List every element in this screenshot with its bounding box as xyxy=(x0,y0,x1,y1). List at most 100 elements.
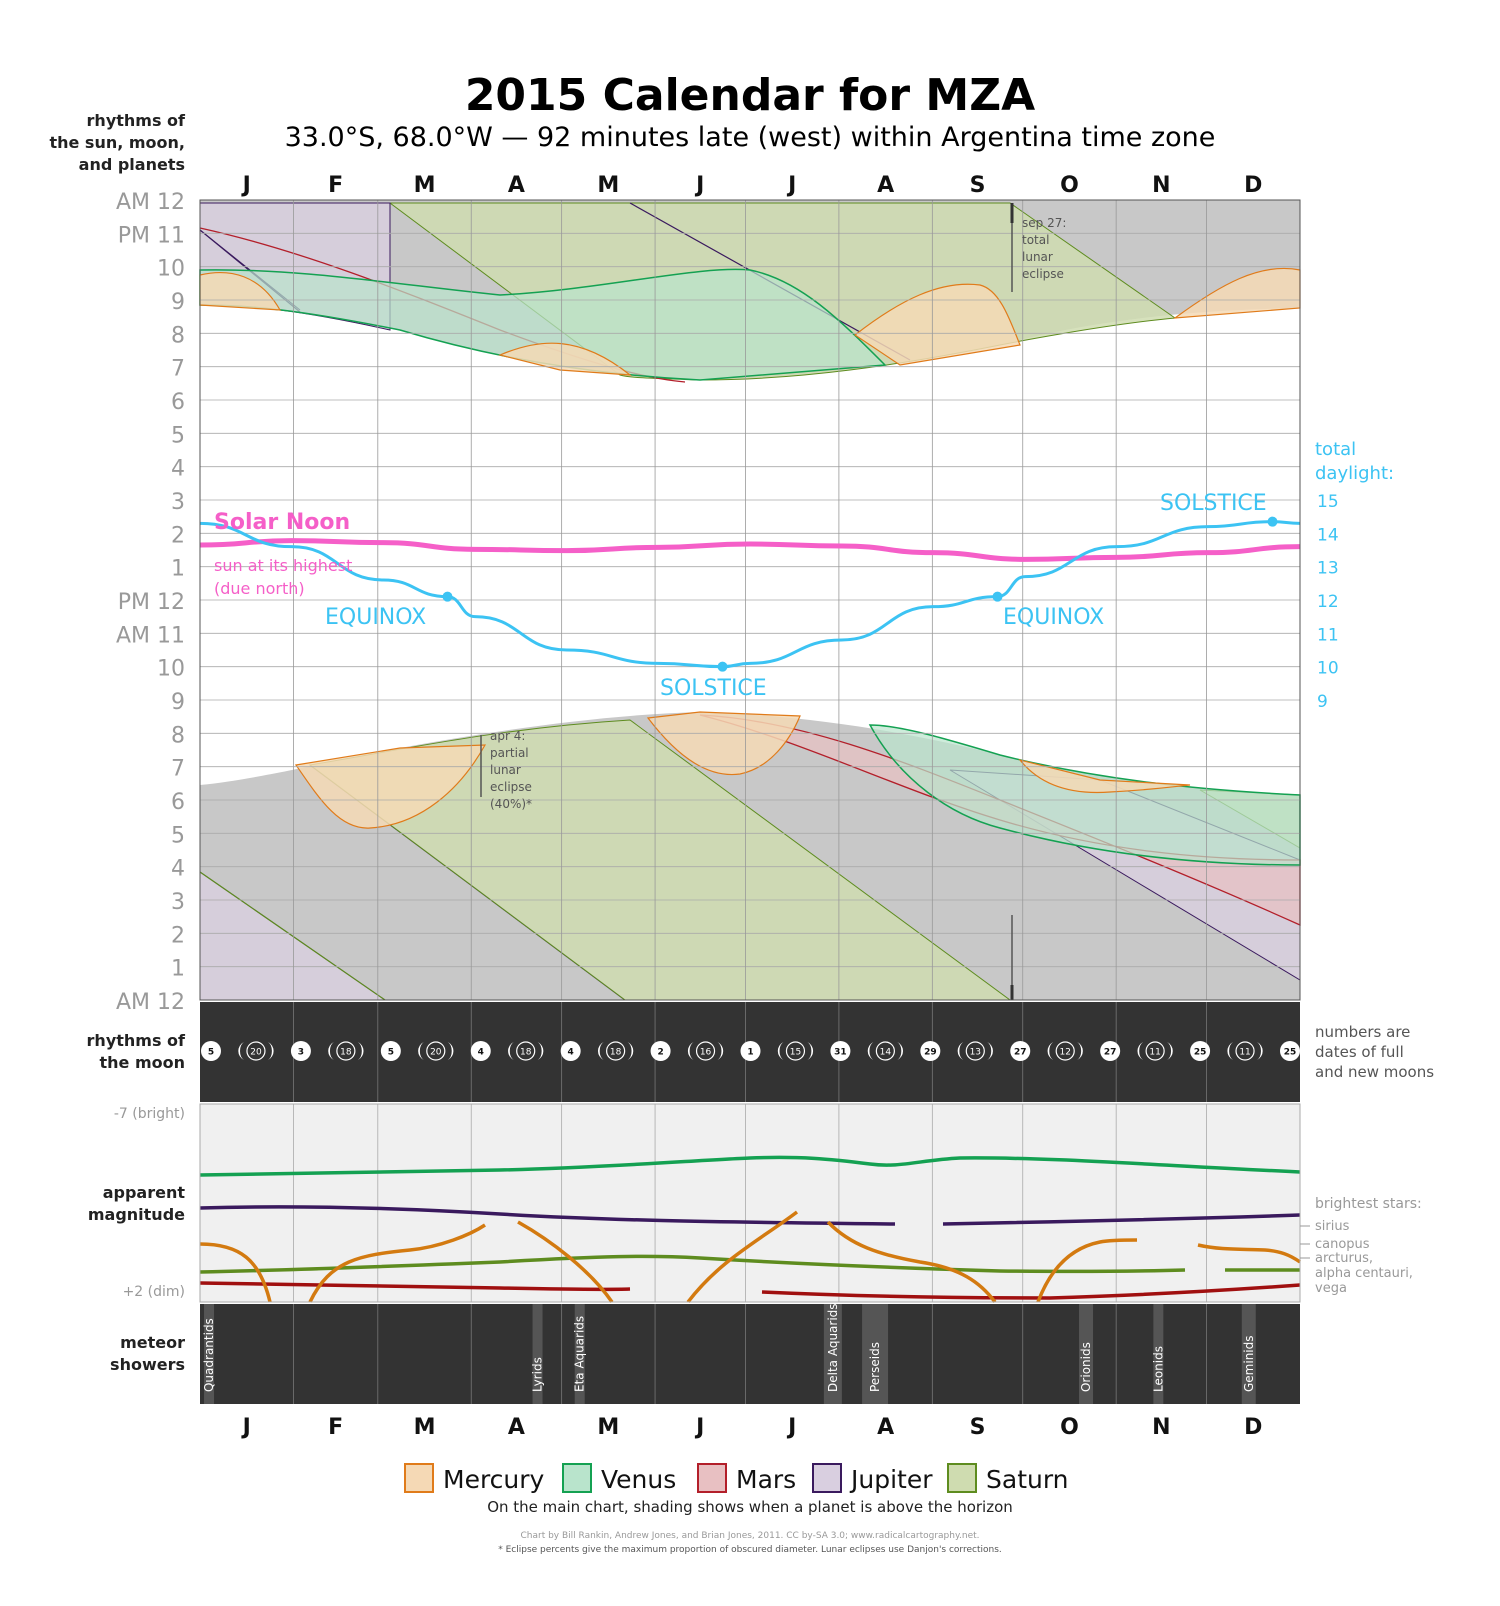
left-label-main: rhythms of the sun, moon, and planets xyxy=(49,111,186,174)
moon-note-line: numbers are xyxy=(1315,1023,1410,1041)
full-moon-icon xyxy=(650,1041,671,1061)
month-label-bottom: A xyxy=(508,1415,525,1440)
month-label-bottom: M xyxy=(414,1415,436,1440)
equinox-label-march: EQUINOX xyxy=(325,605,426,630)
new-moon-icon xyxy=(965,1041,985,1061)
legend-item: Venus xyxy=(562,1463,676,1494)
month-label-top: N xyxy=(1152,173,1170,198)
magnitude-panel: -7 (bright) +2 (dim) brightest stars: si… xyxy=(114,1103,1422,1304)
eclipse-label-line: (40%)* xyxy=(490,797,532,811)
star-name: sirius xyxy=(1315,1219,1350,1234)
mercury-magnitude-line-2 xyxy=(308,1223,486,1303)
left-label-magnitude-line: magnitude xyxy=(88,1205,185,1224)
crescent-icon xyxy=(1137,1042,1144,1060)
moon-date: 5 xyxy=(388,1048,394,1058)
month-label-bottom: J xyxy=(241,1415,251,1440)
full-moon: 27 xyxy=(1010,1041,1031,1061)
moon-date: 25 xyxy=(1194,1048,1207,1058)
moon-date: 20 xyxy=(430,1048,442,1058)
moon-date: 15 xyxy=(790,1048,801,1058)
left-label-magnitude: apparent magnitude xyxy=(88,1183,185,1224)
crescent-icon xyxy=(957,1042,964,1060)
daylight-marker xyxy=(442,591,453,602)
legend: Mercury Venus Mars Jupiter Saturn xyxy=(404,1463,1069,1494)
daylight-tick: 9 xyxy=(1317,692,1328,712)
full-moon: 4 xyxy=(560,1041,581,1061)
daylight-axis: total daylight: 15 14 13 12 11 10 9 xyxy=(1315,439,1394,712)
crescent-icon xyxy=(807,1042,814,1060)
crescent-icon xyxy=(1167,1042,1173,1060)
series-layer xyxy=(199,516,1301,672)
meteor-panel-background xyxy=(200,1304,1300,1404)
new-moon: 12 xyxy=(1047,1041,1083,1061)
daylight-header-line: daylight: xyxy=(1315,463,1394,484)
mercury-magnitude-line-5 xyxy=(826,1220,997,1304)
crescent-icon xyxy=(897,1042,904,1060)
new-moon: 18 xyxy=(597,1041,634,1061)
crescent-icon xyxy=(537,1042,544,1060)
eclipse-label-line: lunar xyxy=(1022,250,1053,264)
daylight-line xyxy=(199,520,1301,669)
daylight-ticks: 15 14 13 12 11 10 9 xyxy=(1317,492,1339,712)
daylight-tick: 14 xyxy=(1317,525,1339,545)
month-label-bottom: O xyxy=(1060,1415,1079,1440)
full-moon: 2 xyxy=(650,1041,671,1061)
new-moon-icon xyxy=(606,1041,626,1061)
mercury-magnitude-line-7 xyxy=(1197,1243,1302,1264)
hour-label: 9 xyxy=(171,290,185,315)
crescent-icon xyxy=(867,1042,874,1060)
legend-swatch xyxy=(562,1463,592,1493)
full-moon: 25 xyxy=(1190,1041,1211,1061)
month-label-top: O xyxy=(1060,173,1079,198)
daylight-marker xyxy=(992,591,1003,602)
month-label-top: J xyxy=(786,173,796,198)
full-moon-icon xyxy=(1010,1041,1031,1061)
full-moon-icon xyxy=(560,1041,581,1061)
moon-panel: 5 20 3 18 5 20 4 18 4 18 2 16 1 15 31 14 29 13 27 12 27 11 25 1… xyxy=(200,1002,1434,1102)
crescent-icon xyxy=(1257,1042,1263,1060)
new-moon-icon xyxy=(875,1041,895,1061)
jupiter-magnitude-line xyxy=(199,1205,896,1226)
magnitude-grid xyxy=(293,1104,1207,1302)
magnitude-bottom-label: +2 (dim) xyxy=(123,1284,185,1300)
new-moon-icon xyxy=(336,1041,356,1061)
left-label-meteor: meteor showers xyxy=(110,1333,185,1374)
daylight-tick: 13 xyxy=(1317,559,1339,579)
eclipse-label-line: total xyxy=(1022,233,1049,247)
crescent-icon xyxy=(1077,1042,1083,1060)
month-label-bottom: J xyxy=(694,1415,704,1440)
full-moon-icon xyxy=(740,1041,761,1061)
full-moon-icon xyxy=(1100,1041,1121,1061)
meteor-shower-label: Quadrantids xyxy=(202,1318,216,1392)
credit-line: * Eclipse percents give the maximum prop… xyxy=(498,1545,1002,1555)
moon-date: 20 xyxy=(250,1048,262,1058)
hour-label: 6 xyxy=(171,390,185,415)
venus-magnitude-line xyxy=(199,1155,1301,1177)
moon-date: 27 xyxy=(1014,1048,1027,1058)
legend-swatch xyxy=(947,1463,977,1493)
hour-label: PM 11 xyxy=(118,223,185,248)
eclipse-label-line: eclipse xyxy=(490,780,532,794)
left-label-magnitude-line: apparent xyxy=(103,1183,186,1202)
meteor-shower-label: Eta Aquarids xyxy=(573,1316,587,1392)
daylight-marker xyxy=(717,661,728,672)
left-label-main-line: and planets xyxy=(79,155,185,174)
eclipse-label-line: apr 4: xyxy=(490,729,525,743)
full-moon: 5 xyxy=(201,1041,221,1061)
solar-noon-sub-line: (due north) xyxy=(214,579,305,598)
full-moon: 5 xyxy=(380,1041,401,1061)
full-moon-icon xyxy=(380,1041,401,1061)
main-grid xyxy=(200,200,1300,1000)
month-label-top: J xyxy=(694,173,704,198)
hour-labels: AM 12 PM 11 10 9 8 7 6 5 4 3 2 1 PM 12 AM 11 10 9 8 7 6 5 4 3… xyxy=(116,190,185,1015)
moon-date: 14 xyxy=(880,1048,892,1058)
new-moon-icon xyxy=(695,1041,716,1061)
crescent-icon xyxy=(597,1042,604,1060)
eclipse-label-line: eclipse xyxy=(1022,267,1064,281)
legend-item: Jupiter xyxy=(812,1463,933,1494)
star-name: vega xyxy=(1315,1281,1347,1296)
moon-date: 11 xyxy=(1239,1048,1250,1058)
